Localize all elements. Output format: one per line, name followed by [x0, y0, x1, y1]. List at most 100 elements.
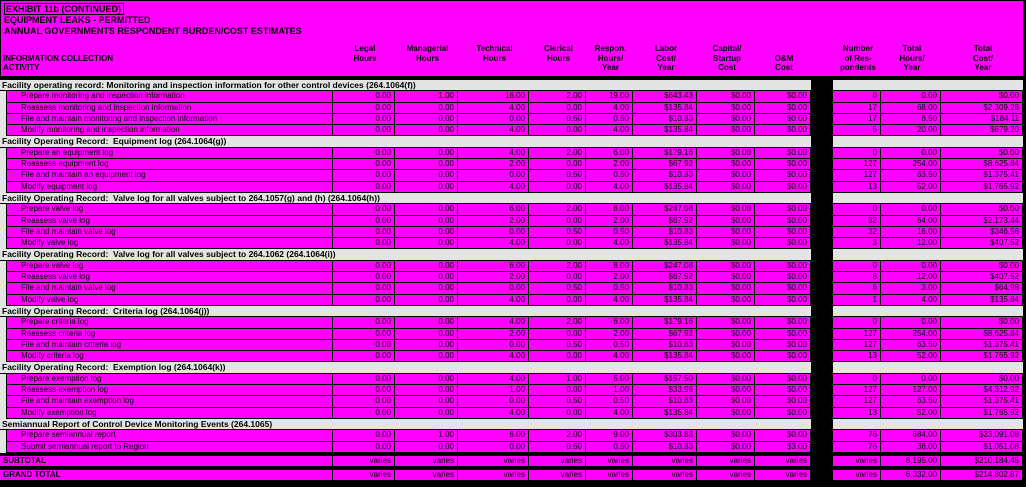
- cell-technical-hours: 0.00: [458, 113, 529, 126]
- section-header-row: Facility Operating Record: Equipment log…: [0, 136, 1026, 148]
- cell-total-hours: 20.00: [881, 125, 941, 137]
- cell-labor-cost: $303.83: [633, 430, 697, 442]
- right-edge: [1023, 159, 1026, 171]
- cell-total-cost: $23,091.08: [941, 430, 1023, 442]
- cell-clerical-hours: 0.50: [529, 396, 586, 408]
- exhibit-subtitle: EQUIPMENT LEAKS - PERMITTED: [4, 15, 151, 25]
- cell-labor-cost: $10.83: [633, 339, 697, 352]
- row-left-margin: [0, 147, 7, 160]
- row-left-margin: [0, 351, 7, 363]
- right-edge: [1023, 181, 1026, 193]
- cell-labor-cost: $135.84: [633, 125, 697, 137]
- right-edge: [1023, 249, 1026, 261]
- right-edge: [1023, 407, 1026, 419]
- cell-managerial-hours: 0.00: [395, 102, 458, 114]
- exhibit-subtitle-2: ANNUAL GOVERNMENTS RESPONDENT BURDEN/COS…: [4, 26, 302, 36]
- row-label: File and maintain criteria log: [7, 339, 333, 352]
- cell-managerial-hours: 0.00: [395, 125, 458, 137]
- cell-respondent-hours: 19.00: [586, 91, 633, 103]
- spacer-column: [811, 407, 833, 419]
- table-row: Prepare criteria log 0.00 0.00 4.00 2.00 6.00…: [0, 317, 1026, 329]
- cell-clerical-hours: 0.50: [529, 441, 586, 453]
- cell-managerial-hours: 0.00: [395, 170, 458, 182]
- table-row: Submit semiannual report to Region 0.00 0.…: [0, 441, 1026, 453]
- right-edge: [1023, 328, 1026, 340]
- cell-technical-hours: 4.00: [458, 125, 529, 137]
- section-header-row: Semiannual Report of Control Device Moni…: [0, 418, 1026, 431]
- cell-total-hours: 254.00: [881, 328, 941, 340]
- cell-legal-hours: 0.00: [333, 317, 395, 329]
- cell-labor-cost: $33.96: [633, 385, 697, 397]
- cell-legal-hours: 0.00: [333, 91, 395, 103]
- spacer-column: [811, 113, 833, 126]
- cell-num-respondents: 13: [833, 407, 881, 419]
- cell-labor-cost: $135.84: [633, 294, 697, 306]
- cell-clerical-hours: 2.00: [529, 260, 586, 273]
- spacer-column: [811, 441, 833, 453]
- section-header-right: [833, 249, 1023, 261]
- spacer-column: [811, 294, 833, 306]
- row-left-margin: [0, 396, 7, 408]
- cell-capital-startup: $0.00: [697, 260, 755, 273]
- cell-managerial-hours: 1.00: [395, 430, 458, 442]
- section-header: Semiannual Report of Control Device Moni…: [0, 418, 811, 431]
- row-label: Prepare criteria log: [7, 317, 333, 329]
- cell-total-hours: 64.00: [881, 215, 941, 227]
- cell-num-respondents: 0: [833, 91, 881, 103]
- column-header-line: Year: [903, 63, 921, 72]
- cell-num-respondents: 13: [833, 351, 881, 363]
- row-label: File and maintain valve log: [7, 283, 333, 295]
- right-edge: [1023, 238, 1026, 250]
- cell-legal-hours: 0.00: [333, 351, 395, 363]
- cell-total-hours: 0.00: [881, 260, 941, 273]
- cell-clerical-hours: 0.00: [529, 294, 586, 306]
- cell-capital-startup: $0.00: [697, 238, 755, 250]
- cell-total-cost: $1,765.92: [941, 351, 1023, 363]
- cell-labor-cost: $135.84: [633, 238, 697, 250]
- row-left-margin: [0, 272, 7, 284]
- cell-respondent-hours: varies: [586, 455, 633, 468]
- row-label: File and maintain monitoring and inspect…: [7, 113, 333, 126]
- cell-respondent-hours: 4.00: [586, 351, 633, 363]
- cell-technical-hours: 2.00: [458, 159, 529, 171]
- cell-om-cost: $0.00: [755, 215, 811, 227]
- cell-total-cost: $346.56: [941, 226, 1023, 239]
- spacer-column: [811, 80, 833, 92]
- header-divider: [0, 76, 1026, 80]
- cell-total-cost: $0.00: [941, 147, 1023, 160]
- row-left-margin: [0, 181, 7, 193]
- cell-technical-hours: 0.00: [458, 441, 529, 453]
- column-header-line: Hours/: [899, 53, 925, 63]
- cell-respondent-hours: 2.00: [586, 328, 633, 340]
- cell-num-respondents: varies: [833, 470, 881, 482]
- right-edge: [1023, 147, 1026, 160]
- cell-technical-hours: 0.00: [458, 170, 529, 182]
- cell-legal-hours: 0.00: [333, 147, 395, 160]
- cell-technical-hours: varies: [458, 470, 529, 482]
- table-row: Reassess valve log 0.00 0.00 2.00 0.00 2.00 $6…: [0, 272, 1026, 284]
- cell-respondent-hours: 5.00: [586, 373, 633, 386]
- cell-capital-startup: $0.00: [697, 407, 755, 419]
- cell-capital-startup: $0.00: [697, 294, 755, 306]
- cell-legal-hours: 0.00: [333, 215, 395, 227]
- cell-num-respondents: 127: [833, 159, 881, 171]
- spacer-column: [811, 91, 833, 103]
- cell-legal-hours: 0.00: [333, 113, 395, 126]
- right-edge: [1023, 125, 1026, 137]
- cell-num-respondents: 3: [833, 238, 881, 250]
- cell-num-respondents: 127: [833, 170, 881, 182]
- column-header-line: Cost: [718, 63, 736, 72]
- column-header-line: Year: [974, 63, 992, 72]
- cell-legal-hours: varies: [333, 470, 395, 482]
- cell-managerial-hours: 0.00: [395, 407, 458, 419]
- cell-clerical-hours: 0.00: [529, 238, 586, 250]
- cell-labor-cost: $67.92: [633, 272, 697, 284]
- cell-total-hours: 3.00: [881, 283, 941, 295]
- cell-respondent-hours: 4.00: [586, 125, 633, 137]
- spacer-column: [811, 362, 833, 374]
- cell-labor-cost: $10.83: [633, 113, 697, 126]
- spacer-column: [811, 373, 833, 386]
- cell-respondent-hours: 2.00: [586, 215, 633, 227]
- cell-total-hours: 0.00: [881, 373, 941, 386]
- section-header-row: Facility Operating Record: Criteria log …: [0, 305, 1026, 318]
